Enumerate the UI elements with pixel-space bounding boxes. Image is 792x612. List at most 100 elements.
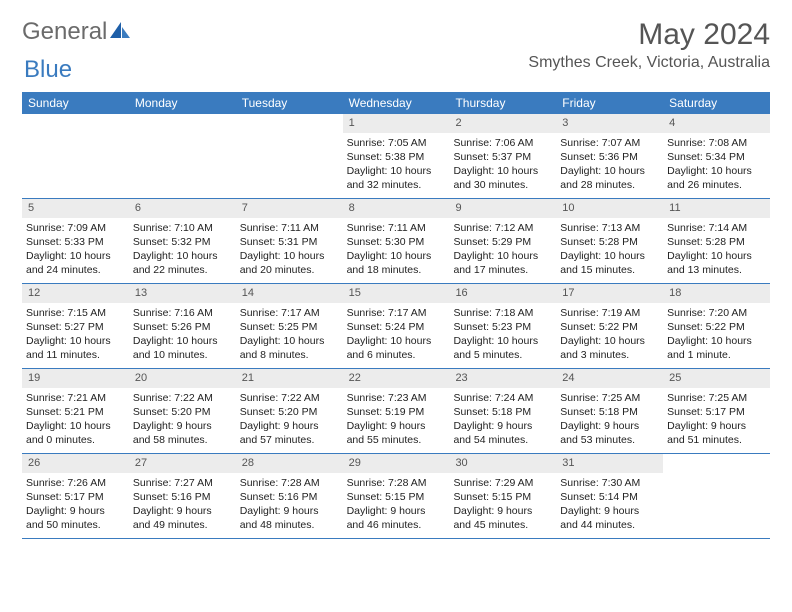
day-body: Sunrise: 7:06 AMSunset: 5:37 PMDaylight:… [449,135,556,197]
daylight-line1: Daylight: 10 hours [240,249,339,263]
sunset-text: Sunset: 5:17 PM [667,405,766,419]
sunrise-text: Sunrise: 7:26 AM [26,476,125,490]
day-number: 3 [556,114,663,133]
daylight-line1: Daylight: 9 hours [347,504,446,518]
day-cell: 26Sunrise: 7:26 AMSunset: 5:17 PMDayligh… [22,454,129,538]
day-number [663,454,770,473]
daylight-line2: and 10 minutes. [133,348,232,362]
sunrise-text: Sunrise: 7:28 AM [347,476,446,490]
daylight-line1: Daylight: 10 hours [133,249,232,263]
sunset-text: Sunset: 5:21 PM [26,405,125,419]
sunrise-text: Sunrise: 7:13 AM [560,221,659,235]
daylight-line2: and 6 minutes. [347,348,446,362]
daylight-line1: Daylight: 10 hours [26,249,125,263]
day-number: 5 [22,199,129,218]
day-number: 18 [663,284,770,303]
daylight-line1: Daylight: 10 hours [453,164,552,178]
calendar: SundayMondayTuesdayWednesdayThursdayFrid… [22,92,770,539]
daylight-line2: and 48 minutes. [240,518,339,532]
daylight-line2: and 58 minutes. [133,433,232,447]
day-cell: 10Sunrise: 7:13 AMSunset: 5:28 PMDayligh… [556,199,663,283]
weekday-header: Wednesday [343,92,450,114]
sunset-text: Sunset: 5:20 PM [240,405,339,419]
sunset-text: Sunset: 5:38 PM [347,150,446,164]
day-cell: 6Sunrise: 7:10 AMSunset: 5:32 PMDaylight… [129,199,236,283]
sunrise-text: Sunrise: 7:25 AM [560,391,659,405]
daylight-line2: and 54 minutes. [453,433,552,447]
weekday-header: Sunday [22,92,129,114]
weekday-header: Thursday [449,92,556,114]
day-number: 22 [343,369,450,388]
day-body: Sunrise: 7:14 AMSunset: 5:28 PMDaylight:… [663,220,770,282]
day-body: Sunrise: 7:25 AMSunset: 5:18 PMDaylight:… [556,390,663,452]
sunset-text: Sunset: 5:28 PM [667,235,766,249]
day-cell: 18 Sunrise: 7:20 AMSunset: 5:22 PMDayligh… [663,284,770,368]
day-body: Sunrise: 7:17 AMSunset: 5:24 PMDaylight:… [343,305,450,367]
sunset-text: Sunset: 5:20 PM [133,405,232,419]
sunrise-text: Sunrise: 7:23 AM [347,391,446,405]
daylight-line1: Daylight: 9 hours [560,419,659,433]
daylight-line1: Daylight: 9 hours [133,504,232,518]
day-cell: 12Sunrise: 7:15 AMSunset: 5:27 PMDayligh… [22,284,129,368]
weeks-container: 1Sunrise: 7:05 AMSunset: 5:38 PMDaylight… [22,114,770,539]
daylight-line1: Daylight: 9 hours [453,419,552,433]
day-cell: 23Sunrise: 7:24 AMSunset: 5:18 PMDayligh… [449,369,556,453]
daylight-line1: Daylight: 10 hours [347,249,446,263]
daylight-line2: and 32 minutes. [347,178,446,192]
day-cell: 28Sunrise: 7:28 AMSunset: 5:16 PMDayligh… [236,454,343,538]
sunrise-text: Sunrise: 7:20 AM [667,306,766,320]
day-body: Sunrise: 7:30 AMSunset: 5:14 PMDaylight:… [556,475,663,537]
day-cell: 29Sunrise: 7:28 AMSunset: 5:15 PMDayligh… [343,454,450,538]
daylight-line1: Daylight: 10 hours [347,164,446,178]
daylight-line1: Daylight: 10 hours [26,334,125,348]
day-cell: 2Sunrise: 7:06 AMSunset: 5:37 PMDaylight… [449,114,556,198]
day-body: Sunrise: 7:21 AMSunset: 5:21 PMDaylight:… [22,390,129,452]
day-number: 26 [22,454,129,473]
sunrise-text: Sunrise: 7:15 AM [26,306,125,320]
sunset-text: Sunset: 5:28 PM [560,235,659,249]
daylight-line2: and 0 minutes. [26,433,125,447]
sunrise-text: Sunrise: 7:06 AM [453,136,552,150]
daylight-line2: and 50 minutes. [26,518,125,532]
day-cell: 14Sunrise: 7:17 AMSunset: 5:25 PMDayligh… [236,284,343,368]
sunrise-text: Sunrise: 7:24 AM [453,391,552,405]
sunrise-text: Sunrise: 7:18 AM [453,306,552,320]
day-number [129,114,236,133]
day-cell: 25Sunrise: 7:25 AMSunset: 5:17 PMDayligh… [663,369,770,453]
sunset-text: Sunset: 5:36 PM [560,150,659,164]
daylight-line2: and 45 minutes. [453,518,552,532]
sunset-text: Sunset: 5:34 PM [667,150,766,164]
day-number: 28 [236,454,343,473]
day-number: 19 [22,369,129,388]
day-cell: 30Sunrise: 7:29 AMSunset: 5:15 PMDayligh… [449,454,556,538]
daylight-line1: Daylight: 10 hours [667,334,766,348]
sunrise-text: Sunrise: 7:25 AM [667,391,766,405]
daylight-line1: Daylight: 9 hours [240,419,339,433]
day-number: 20 [129,369,236,388]
sunset-text: Sunset: 5:23 PM [453,320,552,334]
daylight-line1: Daylight: 9 hours [133,419,232,433]
day-number: 30 [449,454,556,473]
daylight-line1: Daylight: 10 hours [667,164,766,178]
day-body: Sunrise: 7:22 AMSunset: 5:20 PMDaylight:… [129,390,236,452]
logo-sail-icon [109,21,131,39]
sunrise-text: Sunrise: 7:30 AM [560,476,659,490]
week-row: 19 Sunrise: 7:21 AMSunset: 5:21 PMDayligh… [22,369,770,454]
daylight-line2: and 51 minutes. [667,433,766,447]
daylight-line1: Daylight: 10 hours [560,334,659,348]
day-number [236,114,343,133]
day-number: 25 [663,369,770,388]
daylight-line2: and 22 minutes. [133,263,232,277]
week-row: 12Sunrise: 7:15 AMSunset: 5:27 PMDayligh… [22,284,770,369]
day-cell [663,454,770,538]
day-body: Sunrise: 7:23 AMSunset: 5:19 PMDaylight:… [343,390,450,452]
daylight-line2: and 55 minutes. [347,433,446,447]
sunset-text: Sunset: 5:16 PM [133,490,232,504]
sunset-text: Sunset: 5:22 PM [667,320,766,334]
daylight-line2: and 46 minutes. [347,518,446,532]
sunrise-text: Sunrise: 7:07 AM [560,136,659,150]
week-row: 26Sunrise: 7:26 AMSunset: 5:17 PMDayligh… [22,454,770,539]
day-number: 13 [129,284,236,303]
sunset-text: Sunset: 5:30 PM [347,235,446,249]
sunrise-text: Sunrise: 7:08 AM [667,136,766,150]
